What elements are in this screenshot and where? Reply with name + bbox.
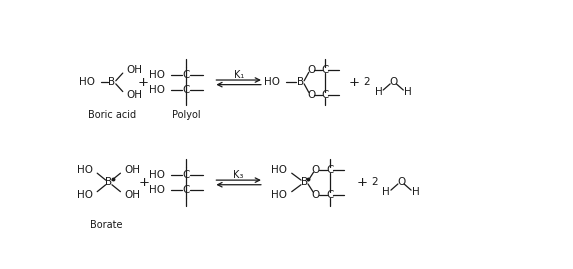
Text: O: O [307, 90, 315, 100]
Text: B: B [301, 178, 308, 187]
Text: +: + [357, 176, 368, 189]
Text: C: C [321, 65, 329, 75]
Text: K₃: K₃ [233, 171, 244, 180]
Text: +: + [349, 76, 360, 89]
Text: C: C [183, 170, 190, 180]
Text: HO: HO [148, 85, 164, 95]
Text: O: O [312, 165, 320, 175]
Text: 2: 2 [371, 178, 378, 187]
Text: OH: OH [127, 65, 143, 75]
Text: B: B [108, 77, 116, 87]
Text: HO: HO [264, 77, 280, 87]
Text: HO: HO [148, 185, 164, 195]
Text: HO: HO [148, 70, 164, 80]
Text: H: H [375, 87, 382, 97]
Text: O: O [389, 77, 397, 87]
Text: C: C [321, 90, 329, 100]
Text: C: C [183, 70, 190, 80]
Text: H: H [412, 187, 419, 197]
Text: O: O [397, 178, 405, 187]
Text: +: + [138, 176, 149, 189]
Text: OH: OH [127, 90, 143, 100]
Text: Borate: Borate [91, 220, 123, 230]
Text: H: H [404, 87, 412, 97]
Text: K₁: K₁ [234, 70, 244, 80]
Text: HO: HO [148, 170, 164, 180]
Text: C: C [326, 165, 333, 175]
Text: C: C [326, 190, 333, 200]
Text: C: C [183, 185, 190, 195]
Text: HO: HO [77, 190, 93, 200]
Text: B: B [297, 77, 304, 87]
Text: Polyol: Polyol [172, 111, 201, 121]
Text: HO: HO [79, 77, 95, 87]
Text: O: O [312, 190, 320, 200]
Text: C: C [183, 85, 190, 95]
Text: OH: OH [124, 190, 140, 200]
Text: B: B [105, 178, 112, 187]
Text: OH: OH [124, 165, 140, 175]
Text: H: H [382, 187, 390, 197]
Text: HO: HO [77, 165, 93, 175]
Text: HO: HO [271, 190, 287, 200]
Text: O: O [307, 65, 315, 75]
Text: 2: 2 [364, 77, 370, 87]
Text: Boric acid: Boric acid [88, 111, 136, 121]
Text: HO: HO [271, 165, 287, 175]
Text: +: + [138, 76, 148, 89]
